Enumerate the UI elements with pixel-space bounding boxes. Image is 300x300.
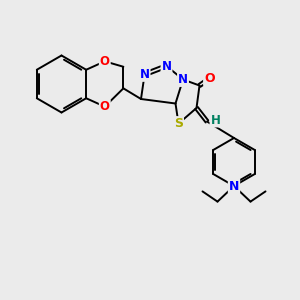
Text: N: N <box>161 59 172 73</box>
Text: N: N <box>229 179 239 193</box>
Text: H: H <box>211 113 220 127</box>
Text: N: N <box>140 68 150 81</box>
Text: N: N <box>178 73 188 86</box>
Text: O: O <box>204 72 215 85</box>
Text: S: S <box>174 117 183 130</box>
Text: O: O <box>100 55 110 68</box>
Text: O: O <box>100 100 110 113</box>
